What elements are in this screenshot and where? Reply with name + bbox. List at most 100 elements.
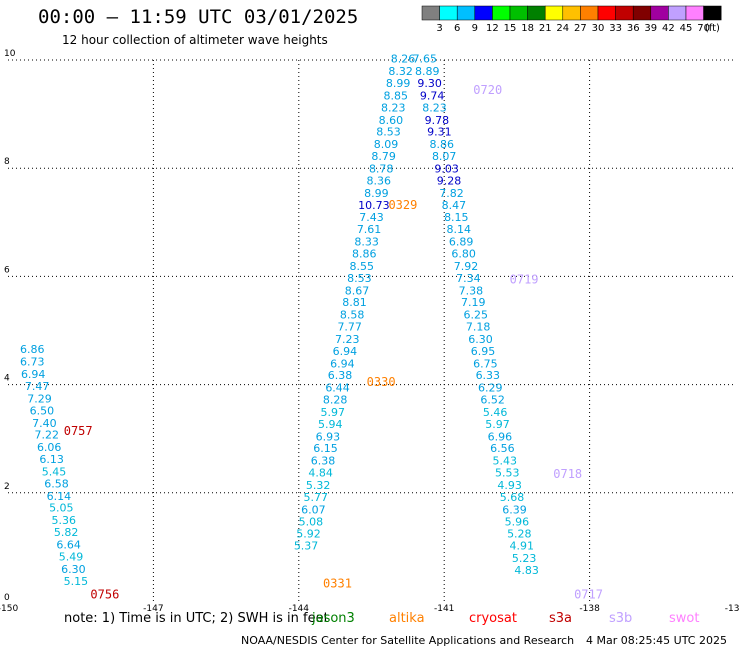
y-tick-label: 8 <box>4 157 10 167</box>
colorbar: 3 6 9 12 15 18 21 24 27 30 33 36 39 42 45 70(ft) <box>421 5 722 33</box>
swh-value-altika: 10.73 <box>358 199 390 212</box>
colorbar-label: 33 <box>609 23 622 33</box>
swh-value-s3b: 9.30 <box>417 77 442 90</box>
swh-value-s3b: 6.56 <box>490 442 515 455</box>
x-tick-label: -141 <box>434 604 454 614</box>
swh-value-altika: 8.78 <box>369 163 394 176</box>
legend-item-s3a: s3a <box>549 611 573 626</box>
pass-time-label-s3b: 0718 <box>553 467 582 481</box>
swh-value-altika: 6.44 <box>325 382 350 395</box>
swh-value-altika: 8.32 <box>388 65 413 78</box>
legend-item-s3b: s3b <box>609 611 633 626</box>
swh-value-s3b: 6.29 <box>478 382 503 395</box>
swh-value-s3b: 8.89 <box>415 65 440 78</box>
swh-value-s3b: 5.53 <box>495 467 520 480</box>
legend: jason3 altika cryosat s3a s3b swot <box>0 611 740 629</box>
footer-note: note: 1) Time is in UTC; 2) SWH is in fe… <box>64 611 329 626</box>
x-tick-label: -150 <box>0 604 18 614</box>
swh-value-s3b: 7.38 <box>459 284 484 297</box>
swh-value-s3a: 5.45 <box>42 465 67 478</box>
swh-value-altika: 6.38 <box>328 369 353 382</box>
swh-value-altika: 4.84 <box>308 467 333 480</box>
swh-value-s3a: 7.40 <box>32 417 57 430</box>
swh-value-altika: 8.33 <box>354 236 379 249</box>
swh-value-s3b: 6.33 <box>476 369 501 382</box>
colorbar-label: 9 <box>472 23 478 33</box>
colorbar-label: 36 <box>627 23 640 33</box>
swh-value-altika: 7.61 <box>357 223 382 236</box>
swh-value-s3a: 6.73 <box>20 356 45 369</box>
swh-value-altika: 5.94 <box>318 418 343 431</box>
swh-value-s3b: 8.15 <box>444 211 469 224</box>
swh-value-s3b: 5.97 <box>485 418 510 431</box>
swh-value-altika: 7.77 <box>337 321 362 334</box>
swh-value-s3b: 6.30 <box>468 333 493 346</box>
swh-value-altika: 8.09 <box>374 138 399 151</box>
x-tick-label: -147 <box>143 604 163 614</box>
swh-value-s3b: 5.23 <box>512 552 537 565</box>
swh-value-altika: 8.85 <box>383 89 408 102</box>
credit-text: NOAA/NESDIS Center for Satellite Applica… <box>241 634 575 647</box>
swh-value-s3a: 6.86 <box>20 343 45 356</box>
pass-time-label-altika: 0330 <box>367 375 396 389</box>
colorbar-label: 18 <box>521 23 534 33</box>
swh-value-altika: 8.81 <box>342 296 367 309</box>
pass-time-label-s3b: 0720 <box>473 83 502 97</box>
swh-value-s3b: 6.96 <box>488 430 513 443</box>
swh-value-altika: 7.23 <box>335 333 360 346</box>
swh-value-s3b: 8.86 <box>430 138 455 151</box>
swh-value-s3a: 7.29 <box>27 392 52 405</box>
swh-value-s3b: 7.18 <box>466 321 491 334</box>
pass-time-label-s3a: 0756 <box>90 587 119 601</box>
swh-value-s3b: 9.03 <box>434 163 459 176</box>
y-tick-label: 0 <box>4 593 10 603</box>
swh-value-s3b: 7.19 <box>461 296 486 309</box>
swh-value-altika: 5.37 <box>294 540 319 553</box>
legend-item-cryosat: cryosat <box>469 611 517 626</box>
swh-value-s3b: 5.28 <box>507 528 532 541</box>
swh-value-s3a: 7.47 <box>25 380 50 393</box>
y-tick-label: 2 <box>4 482 10 492</box>
swh-value-s3b: 5.46 <box>483 406 508 419</box>
swh-value-s3a: 6.13 <box>39 453 64 466</box>
swh-value-altika: 8.58 <box>340 309 365 322</box>
swh-value-s3b: 5.43 <box>493 455 518 468</box>
colorbar-label: 6 <box>454 23 460 33</box>
swh-value-altika: 8.55 <box>350 260 375 273</box>
swh-value-s3b: 5.68 <box>500 491 525 504</box>
swh-value-s3a: 7.22 <box>35 429 60 442</box>
swh-value-altika: 8.67 <box>345 284 370 297</box>
swh-value-s3a: 6.64 <box>56 539 81 552</box>
swh-value-altika: 6.93 <box>316 430 341 443</box>
swh-value-altika: 6.38 <box>311 455 336 468</box>
swh-value-s3b: 6.25 <box>463 309 488 322</box>
swh-value-s3b: 9.28 <box>437 174 462 187</box>
swh-value-s3a: 6.58 <box>44 477 69 490</box>
colorbar-label: 30 <box>592 23 605 33</box>
swh-value-s3b: 9.31 <box>427 126 452 139</box>
colorbar-swatch <box>703 5 722 21</box>
swh-value-s3b: 8.07 <box>432 150 457 163</box>
colorbar-label: (ft) <box>705 23 720 33</box>
swh-value-s3b: 7.65 <box>413 53 438 66</box>
colorbar-label: 45 <box>680 23 693 33</box>
swh-value-s3a: 5.82 <box>54 526 79 539</box>
swh-value-s3b: 6.89 <box>449 236 474 249</box>
swh-value-s3b: 9.78 <box>425 114 450 127</box>
x-tick-label: -138 <box>579 604 600 614</box>
swh-value-altika: 6.07 <box>301 503 326 516</box>
swh-value-s3b: 8.47 <box>442 199 467 212</box>
colorbar-label: 39 <box>644 23 657 33</box>
chart-title: 00:00 – 11:59 UTC 03/01/2025 <box>38 6 359 28</box>
swh-value-altika: 7.43 <box>359 211 384 224</box>
generated-timestamp: 4 Mar 08:25:45 UTC 2025 <box>586 634 727 647</box>
chart-subtitle: 12 hour collection of altimeter wave hei… <box>62 33 328 47</box>
pass-time-label-altika: 0329 <box>388 198 417 212</box>
swh-value-s3b: 8.14 <box>446 223 471 236</box>
swh-value-altika: 5.97 <box>320 406 345 419</box>
swh-value-s3b: 6.75 <box>473 357 498 370</box>
swh-value-s3b: 4.93 <box>497 479 522 492</box>
swh-value-altika: 8.86 <box>352 247 377 260</box>
y-tick-label: 4 <box>4 374 10 384</box>
